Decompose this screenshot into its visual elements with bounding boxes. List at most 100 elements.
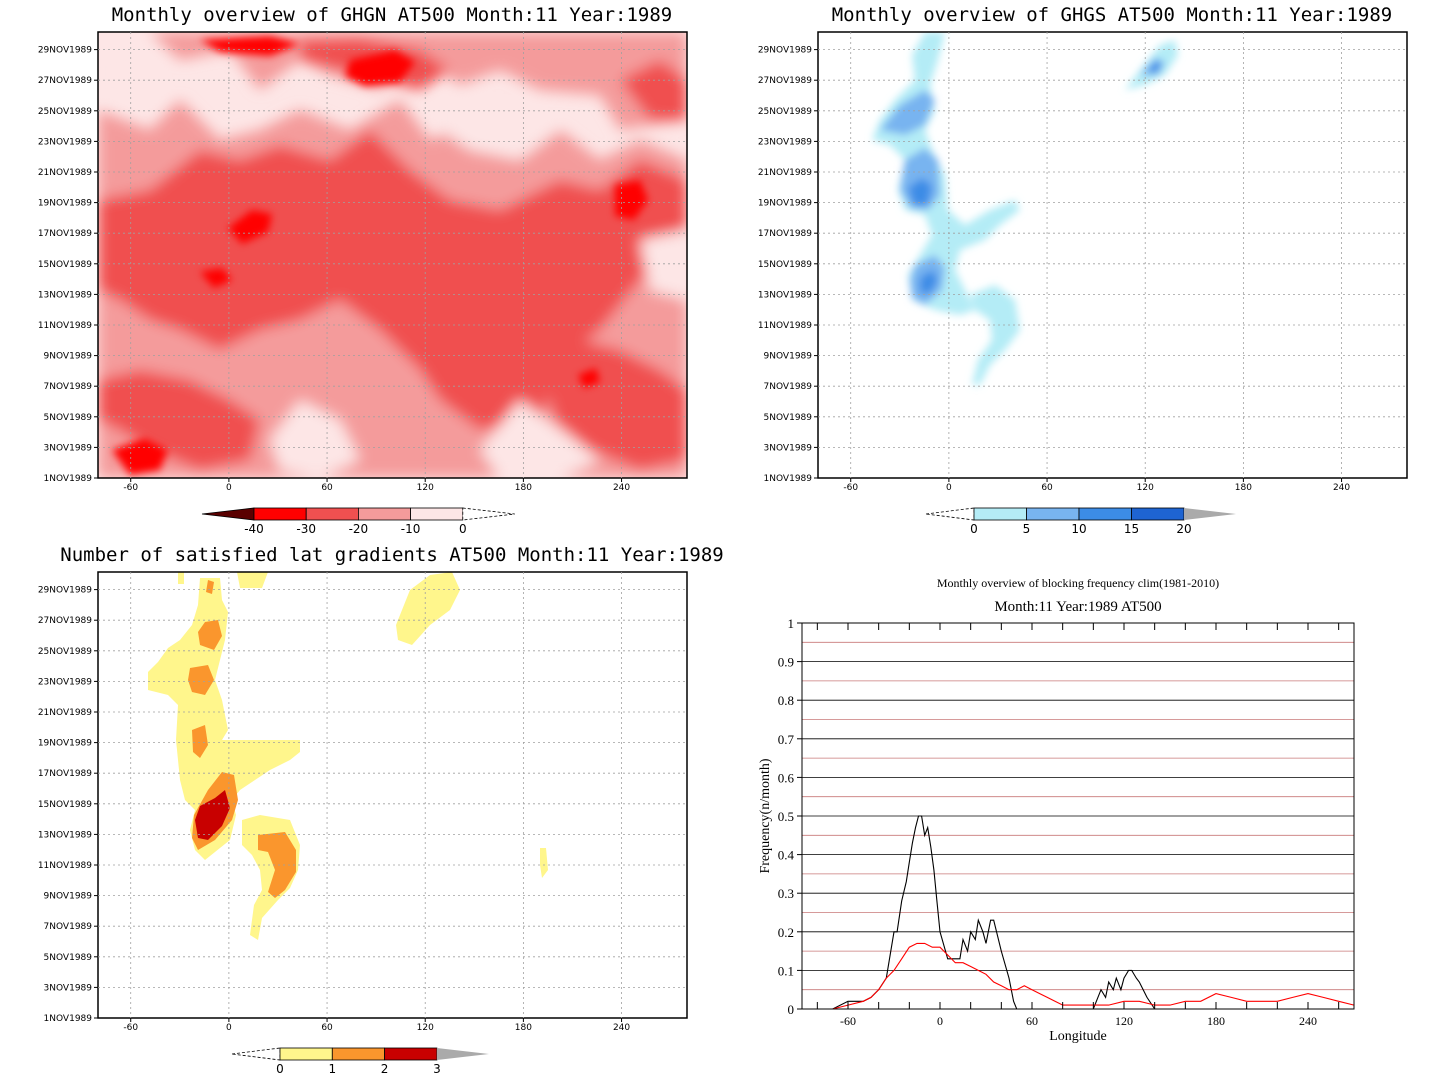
colorbar-triangle-right [462,507,515,521]
colorbar-label: -30 [296,522,316,536]
panel-1-title: Monthly overview of GHGN AT500 Month:11 … [112,4,673,26]
colorbar-label: 5 [1023,522,1031,536]
colorbar-swatch [1131,507,1185,521]
x-tick-label: -60 [123,1023,138,1033]
panel-1-x-ticks: -60 0 60 120 180 240 [123,478,630,493]
y-tick-label: 19NOV1989 [758,199,812,209]
colorbar-1: -40 -30 -20 -10 0 [201,507,515,536]
y-tick-label: 27NOV1989 [38,616,92,626]
y-tick-label: 7NOV1989 [764,382,813,392]
y-tick-label: 0.2 [778,925,794,940]
y-tick-label: 1NOV1989 [44,1014,93,1024]
x-tick-label: -60 [840,1014,856,1028]
x-tick-label: 240 [613,483,630,493]
x-tick-label: 180 [515,483,532,493]
y-tick-label: 5NOV1989 [44,413,93,423]
colorbar-triangle-left [201,507,255,521]
y-tick-label: 15NOV1989 [38,260,92,270]
y-tick-label: 0.6 [778,770,795,785]
y-tick-label: 11NOV1989 [38,861,92,871]
colorbar-label: 0 [970,522,978,536]
panel-3-x-ticks: -60 0 60 120 180 240 [123,1018,630,1033]
x-tick-label: 0 [226,483,232,493]
x-tick-label: 60 [1026,1014,1038,1028]
y-tick-label: 27NOV1989 [758,76,812,86]
panel-ghgs: Monthly overview of GHGS AT500 Month:11 … [758,4,1408,493]
panel-2-grid [818,32,1407,478]
panel-1-frame [97,31,688,479]
colorbar-label: -20 [349,522,369,536]
y-tick-label: 27NOV1989 [38,76,92,86]
panel-lat-gradients: Number of satisfied lat gradients AT500 … [38,544,724,1033]
panel-4-y-ticks: 0 0.1 0.2 0.3 0.4 0.5 0.6 0.7 0.8 0.9 1 [778,616,802,1017]
y-tick-label: 0.7 [778,732,795,747]
y-tick-label: 0.9 [778,655,794,670]
y-tick-label: 1NOV1989 [764,474,813,484]
x-tick-label: 120 [417,483,434,493]
colorbar-swatch [1078,507,1132,521]
x-tick-label: 120 [417,1023,434,1033]
colorbar-swatch [305,507,359,521]
colorbar-2: 0 5 10 15 20 [925,507,1236,536]
y-tick-label: 15NOV1989 [758,260,812,270]
panel-2-title: Monthly overview of GHGS AT500 Month:11 … [832,4,1393,26]
y-tick-label: 9NOV1989 [44,352,93,362]
x-tick-label: 240 [1333,483,1350,493]
y-tick-label: 1 [788,616,795,631]
series-line-red [802,942,1355,1010]
y-tick-label: 19NOV1989 [38,739,92,749]
colorbar-swatch [384,1047,438,1061]
y-tick-label: 9NOV1989 [764,352,813,362]
panel-4-subtitle: Month:11 Year:1989 AT500 [994,599,1161,615]
colorbar-3: 0 1 2 3 [231,1047,489,1076]
colorbar-label: 3 [433,1062,441,1076]
colorbar-label: -10 [401,522,421,536]
colorbar-triangle-left [231,1047,281,1061]
panel-2-y-ticks: 1NOV1989 3NOV1989 5NOV1989 7NOV1989 9NOV1989… [758,46,818,484]
y-tick-label: 5NOV1989 [764,413,813,423]
colorbar-triangle-right [1184,508,1236,520]
x-tick-label: 0 [937,1014,943,1028]
panel-3-grid [98,572,687,1018]
x-tick-label: 180 [515,1023,532,1033]
y-tick-label: 7NOV1989 [44,922,93,932]
x-tick-label: 60 [1041,483,1053,493]
y-tick-label: 17NOV1989 [758,229,812,239]
colorbar-swatch [973,507,1027,521]
y-tick-label: 3NOV1989 [44,983,93,993]
y-tick-label: 0.3 [778,886,794,901]
x-tick-label: 180 [1207,1014,1225,1028]
panel-2-frame [817,31,1408,479]
y-tick-label: 21NOV1989 [38,168,92,178]
y-tick-label: 15NOV1989 [38,800,92,810]
panel-1-y-ticks: 1NOV1989 3NOV1989 5NOV1989 7NOV1989 9NOV1989… [38,46,98,484]
y-tick-label: 13NOV1989 [38,290,92,300]
x-tick-label: 240 [1299,1014,1317,1028]
colorbar-triangle-right [436,1048,489,1060]
y-tick-label: 9NOV1989 [44,892,93,902]
y-tick-label: 21NOV1989 [38,708,92,718]
y-tick-label: 5NOV1989 [44,953,93,963]
colorbar-swatch [410,507,464,521]
y-tick-label: 13NOV1989 [38,830,92,840]
y-tick-label: 11NOV1989 [758,321,812,331]
y-tick-label: 21NOV1989 [758,168,812,178]
y-tick-label: 23NOV1989 [38,137,92,147]
x-tick-label: 120 [1137,483,1154,493]
y-tick-label: 29NOV1989 [38,46,92,56]
colorbar-swatch [1026,507,1080,521]
panel-1-grid [98,32,687,478]
y-tick-label: 23NOV1989 [758,137,812,147]
y-tick-label: 7NOV1989 [44,382,93,392]
x-tick-label: 60 [321,483,333,493]
lat-gradients-field [98,572,687,1018]
colorbar-triangle-left [925,507,975,521]
colorbar-swatch [279,1047,333,1061]
y-tick-label: 0.5 [778,809,794,824]
panel-4-title: Monthly overview of blocking frequency c… [937,576,1219,590]
panel-4-x-ticks: -60 0 60 120 180 240 [816,623,1340,1028]
x-tick-label: 240 [613,1023,630,1033]
panel-3-frame [97,571,688,1019]
colorbar-swatch [357,507,411,521]
